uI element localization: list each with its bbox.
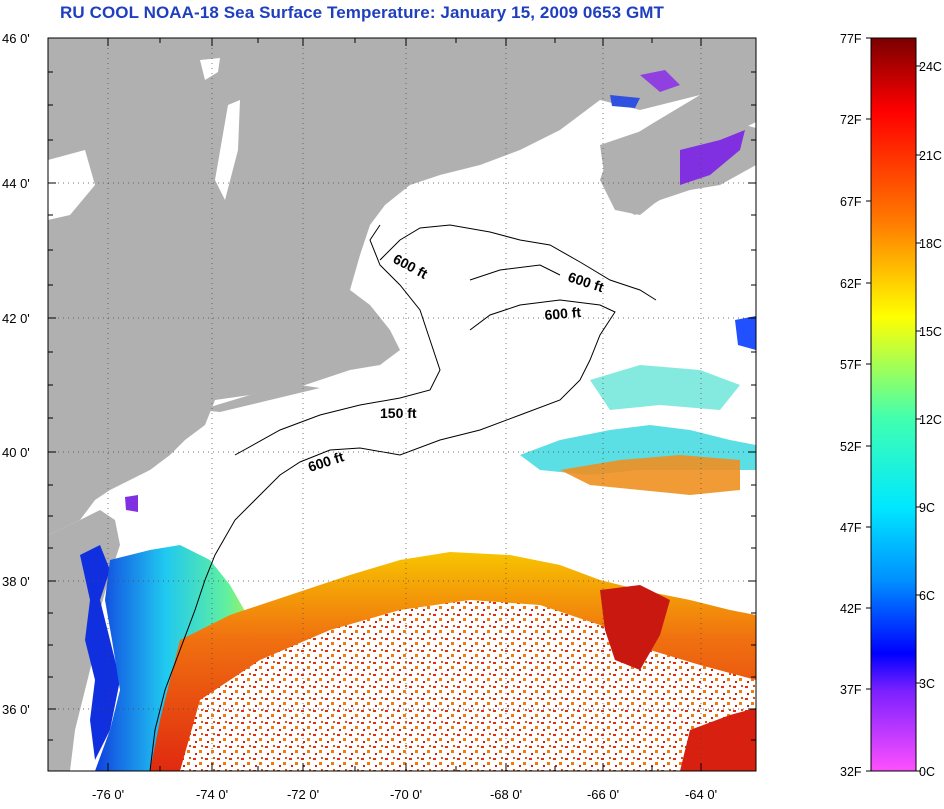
colorbar-c-24: 24C — [919, 60, 942, 74]
map-border — [47, 37, 757, 772]
colorbar-c-9: 9C — [919, 501, 935, 515]
colorbar-c-0: 0C — [919, 765, 935, 779]
colorbar-f-47: 47F — [840, 521, 862, 535]
land-long-island — [200, 385, 320, 412]
lat-label-38: 38 0' — [2, 574, 30, 589]
colorbar-f-57: 57F — [840, 358, 862, 372]
colorbar-f-42: 42F — [840, 602, 862, 616]
contour-label-600ft-georges: 600 ft — [544, 304, 582, 323]
lon-label-68: -68 0' — [490, 787, 522, 802]
colorbar-c-6: 6C — [919, 589, 935, 603]
colorbar-f-67: 67F — [840, 195, 862, 209]
lat-label-44: 44 0' — [2, 176, 30, 191]
lon-label-72: -72 0' — [287, 787, 319, 802]
chesapeake-bay — [80, 545, 120, 760]
colorbar-f-72: 72F — [840, 113, 862, 127]
lat-label-36: 36 0' — [2, 702, 30, 717]
map-title: RU COOL NOAA-18 Sea Surface Temperature:… — [60, 3, 665, 22]
lon-label-74: -74 0' — [196, 787, 228, 802]
colorbar-c-18: 18C — [919, 237, 942, 251]
colorbar-c-15: 15C — [919, 325, 942, 339]
lat-label-42: 42 0' — [2, 311, 30, 326]
colorbar-f-52: 52F — [840, 440, 862, 454]
colorbar-f-62: 62F — [840, 277, 862, 291]
warm-core-ring — [600, 585, 670, 670]
lat-label-40: 40 0' — [2, 445, 30, 460]
temperature-colorbar — [870, 37, 917, 772]
lon-label-70: -70 0' — [390, 787, 422, 802]
lat-label-46: 46 0' — [2, 31, 30, 46]
colorbar-f-37: 37F — [840, 683, 862, 697]
colorbar-c-12: 12C — [919, 413, 942, 427]
lon-label-76: -76 0' — [92, 787, 124, 802]
colorbar-f-32: 32F — [840, 765, 862, 779]
colorbar-c-3: 3C — [919, 677, 935, 691]
contour-label-150ft: 150 ft — [380, 405, 417, 421]
lon-label-66: -66 0' — [587, 787, 619, 802]
lon-label-64: -64 0' — [685, 787, 717, 802]
colorbar-c-21: 21C — [919, 149, 942, 163]
colorbar-f-77: 77F — [840, 32, 862, 46]
